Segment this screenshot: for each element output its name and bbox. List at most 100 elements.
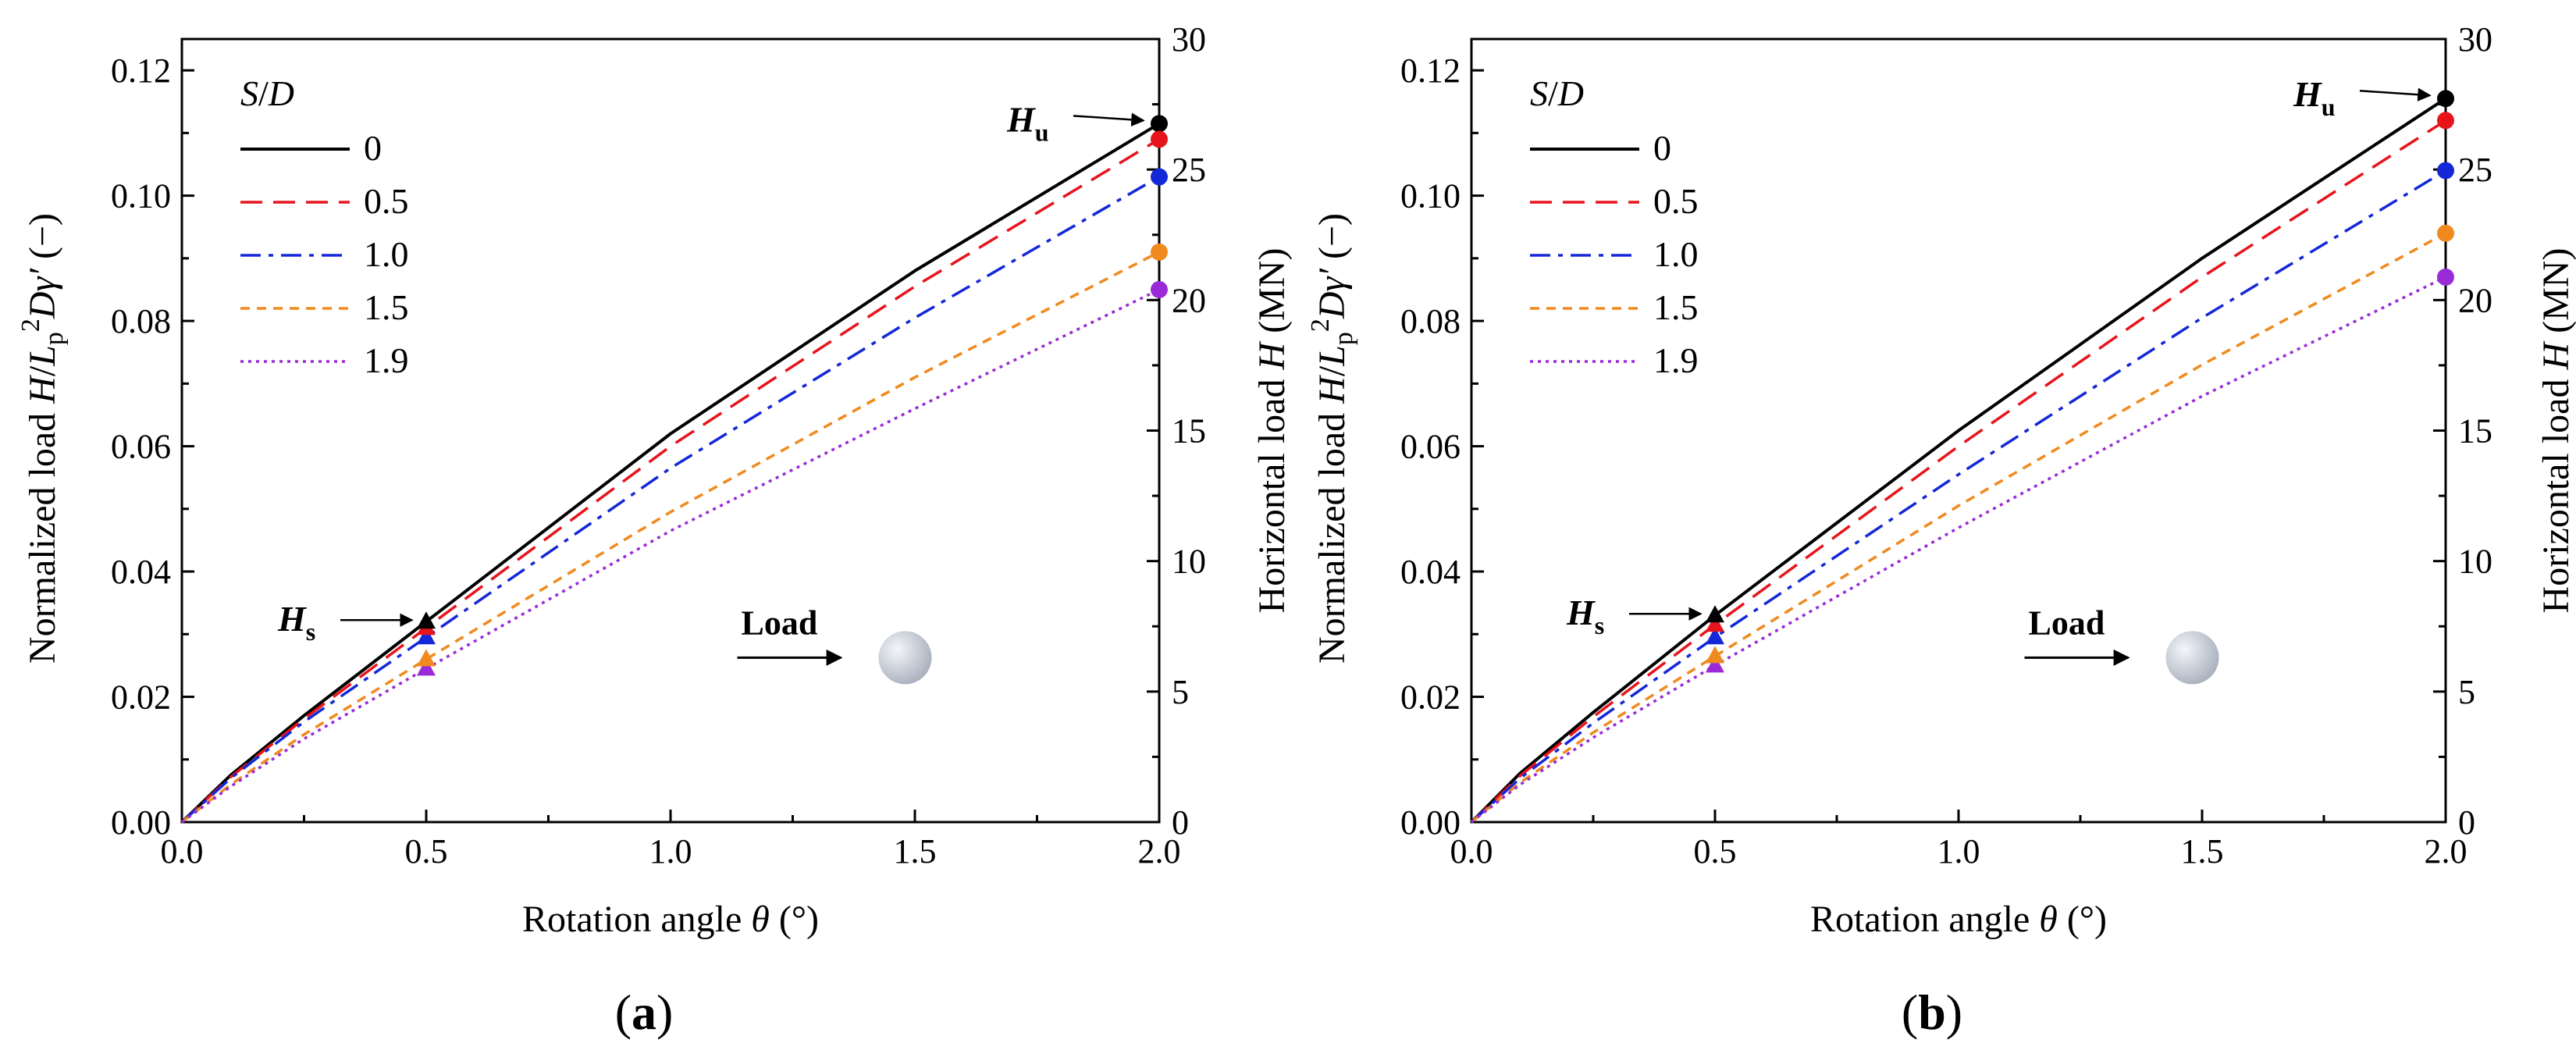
hu-annotation: Hu xyxy=(2293,74,2336,121)
legend-label: 0 xyxy=(1653,128,1671,168)
y-left-tick-label: 0.00 xyxy=(1400,803,1461,842)
y-right-tick-label: 30 xyxy=(2458,20,2492,59)
y-left-tick-label: 0.02 xyxy=(111,678,171,717)
legend-label: 1.9 xyxy=(1653,340,1699,380)
hs-annotation: Hs xyxy=(277,599,315,646)
y-left-axis-label: Normalized load H/Lp2Dγ′ (−) xyxy=(16,213,69,664)
plot-frame xyxy=(180,37,1161,824)
hu-annotation: Hu xyxy=(1006,99,1049,146)
legend-label: 1.0 xyxy=(1653,234,1699,274)
y-right-tick-label: 30 xyxy=(1172,20,1206,59)
panel-label-a: (a) xyxy=(615,984,674,1040)
y-left-tick-label: 0.10 xyxy=(111,177,171,215)
y-left-axis-label: Normalized load H/Lp2Dγ′ (−) xyxy=(1306,213,1358,664)
x-tick-label: 2.0 xyxy=(1138,832,1181,871)
y-left-tick-label: 0.06 xyxy=(111,428,171,466)
y-left-tick-label: 0.12 xyxy=(1400,52,1461,90)
hs-marker-1.9 xyxy=(1706,655,1724,673)
y-left-tick-label: 0.00 xyxy=(111,803,171,842)
legend-title: S/D xyxy=(1530,73,1584,113)
y-right-tick-label: 10 xyxy=(1172,543,1206,581)
series-line-0.5 xyxy=(1470,119,2446,824)
hu-arrow xyxy=(1073,112,1145,127)
legend-label: 1.5 xyxy=(1653,287,1699,327)
x-tick-label: 1.5 xyxy=(894,832,937,871)
y-left-tick-label: 0.06 xyxy=(1400,428,1461,466)
y-right-tick-label: 15 xyxy=(1172,412,1206,450)
y-right-tick-label: 10 xyxy=(2458,543,2492,581)
x-tick-label: 0.5 xyxy=(405,832,448,871)
series-line-0.5 xyxy=(180,137,1160,824)
hs-marker-1.5 xyxy=(1706,646,1724,664)
hu-marker-1.9 xyxy=(1151,280,1168,298)
x-tick-label: 0.0 xyxy=(161,832,204,871)
legend-label: 0 xyxy=(364,128,382,168)
series-line-1.9 xyxy=(1470,276,2446,824)
hs-marker-1.5 xyxy=(417,649,436,667)
hs-marker-1.0 xyxy=(417,627,436,645)
x-tick-label: 2.0 xyxy=(2425,832,2467,871)
hu-marker-1.5 xyxy=(1151,243,1168,261)
y-left-tick-label: 0.12 xyxy=(111,52,171,90)
hu-marker-0.5 xyxy=(1151,130,1168,148)
y-right-tick-label: 5 xyxy=(1172,673,1189,711)
hs-marker-1.9 xyxy=(417,658,436,676)
x-tick-label: 1.5 xyxy=(2181,832,2224,871)
x-tick-label: 0.5 xyxy=(1694,832,1737,871)
panel-label-b: (b) xyxy=(1902,984,1962,1040)
load-label: Load xyxy=(2029,603,2105,642)
legend-title: S/D xyxy=(240,73,294,113)
legend-label: 0.5 xyxy=(364,181,409,221)
hs-marker-0 xyxy=(417,611,436,629)
chart-panel-a: 0.0 0.5 1.0 1.5 2.0 0.00 0.02 0.04 0.06 0.08 0.10 0… xyxy=(16,20,1293,1040)
y-right-tick-label: 5 xyxy=(2458,673,2475,711)
hs-marker-1.0 xyxy=(1706,627,1724,645)
y-right-axis-label: Horizontal load H (MN) xyxy=(1251,248,1293,614)
y-right-tick-label: 20 xyxy=(2458,281,2492,319)
hu-marker-0 xyxy=(2437,90,2454,108)
series-line-0 xyxy=(1470,97,2447,824)
x-tick-label: 0.0 xyxy=(1450,832,1493,871)
hu-marker-0 xyxy=(1151,115,1168,133)
y-left-tick-label: 0.10 xyxy=(1400,177,1461,215)
series-line-1.0 xyxy=(1470,169,2446,824)
x-tick-label: 1.0 xyxy=(649,832,692,871)
y-right-tick-label: 0 xyxy=(1172,803,1189,842)
load-label: Load xyxy=(741,603,817,642)
hu-marker-0.5 xyxy=(2437,112,2454,130)
legend-label: 1.0 xyxy=(364,234,409,274)
y-left-tick-label: 0.02 xyxy=(1400,678,1461,717)
series-line-1.5 xyxy=(180,251,1160,824)
hu-arrow xyxy=(2359,87,2432,101)
x-axis-label: Rotation angle θ (°) xyxy=(522,899,819,940)
series-line-1.9 xyxy=(180,288,1160,824)
y-left-tick-label: 0.04 xyxy=(1400,553,1461,591)
series-line-1.0 xyxy=(180,175,1160,824)
x-axis-label: Rotation angle θ (°) xyxy=(1810,899,2107,940)
pile-section-icon xyxy=(878,631,932,685)
hu-marker-1.9 xyxy=(2437,268,2454,286)
y-left-tick-label: 0.04 xyxy=(111,553,171,591)
legend-label: 0.5 xyxy=(1653,181,1699,221)
hs-marker-0.5 xyxy=(1706,614,1724,632)
hu-marker-1.0 xyxy=(1151,168,1168,186)
x-tick-label: 1.0 xyxy=(1937,832,1980,871)
chart-panel-b: 0.0 0.5 1.0 1.5 2.0 0.00 0.02 0.04 0.06 0.08 0.10 0… xyxy=(1306,20,2576,1040)
y-right-tick-label: 20 xyxy=(1172,281,1206,319)
legend-label: 1.5 xyxy=(364,287,409,327)
hs-marker-0 xyxy=(1706,605,1724,623)
hs-annotation: Hs xyxy=(1566,593,1604,639)
y-right-tick-label: 25 xyxy=(1172,151,1206,189)
hu-marker-1.0 xyxy=(2437,162,2454,180)
series-line-1.5 xyxy=(1470,232,2446,824)
hu-marker-1.5 xyxy=(2437,224,2454,242)
legend-label: 1.9 xyxy=(364,340,409,380)
y-right-tick-label: 0 xyxy=(2458,803,2475,842)
y-right-tick-label: 25 xyxy=(2458,151,2492,189)
y-right-tick-label: 15 xyxy=(2458,412,2492,450)
y-left-tick-label: 0.08 xyxy=(1400,302,1461,340)
y-left-tick-label: 0.08 xyxy=(111,302,171,340)
y-right-axis-label: Horizontal load H (MN) xyxy=(2535,248,2576,614)
pile-section-icon xyxy=(2165,631,2219,685)
